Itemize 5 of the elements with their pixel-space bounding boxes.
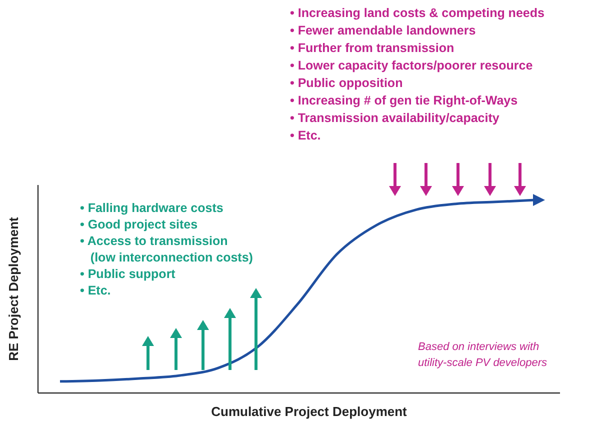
y-axis-title: RE Project Deployment — [6, 216, 21, 361]
x-axis-title: Cumulative Project Deployment — [211, 404, 408, 419]
annotation: • Falling hardware costs • Good project sites • Access to transmission (low interconnection costs) • Public support • Etc. — [80, 201, 253, 298]
text: • Increasing land costs & competing needs • Fewer amendable landowners • Further from transmission • Lower capacity factors/poorer resource • Public opposition • Increasing # of gen tie Right-of-Ways • Transmission availability/capacity • Etc. — [290, 6, 544, 142]
annotation: Based on interviews with utility-scale PV developers — [418, 341, 548, 369]
